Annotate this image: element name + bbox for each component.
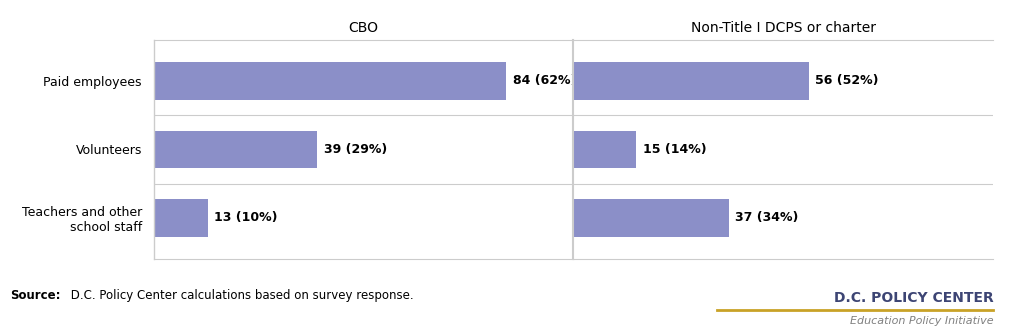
Bar <box>573 62 809 100</box>
Text: Education Policy Initiative: Education Policy Initiative <box>850 316 993 326</box>
Text: D.C. POLICY CENTER: D.C. POLICY CENTER <box>834 291 993 305</box>
Text: 84 (62%): 84 (62%) <box>513 74 575 87</box>
Text: 39 (29%): 39 (29%) <box>324 143 387 156</box>
Bar <box>154 130 317 168</box>
Bar <box>573 199 729 237</box>
Text: Source:: Source: <box>10 289 60 302</box>
Text: 13 (10%): 13 (10%) <box>214 211 278 224</box>
Bar <box>573 130 636 168</box>
Text: 15 (14%): 15 (14%) <box>643 143 707 156</box>
Text: 56 (52%): 56 (52%) <box>815 74 879 87</box>
Text: D.C. Policy Center calculations based on survey response.: D.C. Policy Center calculations based on… <box>67 289 414 302</box>
Text: 37 (34%): 37 (34%) <box>735 211 799 224</box>
Title: CBO: CBO <box>348 21 379 35</box>
Bar <box>154 62 506 100</box>
Title: Non-Title I DCPS or charter: Non-Title I DCPS or charter <box>691 21 876 35</box>
Bar <box>154 199 208 237</box>
